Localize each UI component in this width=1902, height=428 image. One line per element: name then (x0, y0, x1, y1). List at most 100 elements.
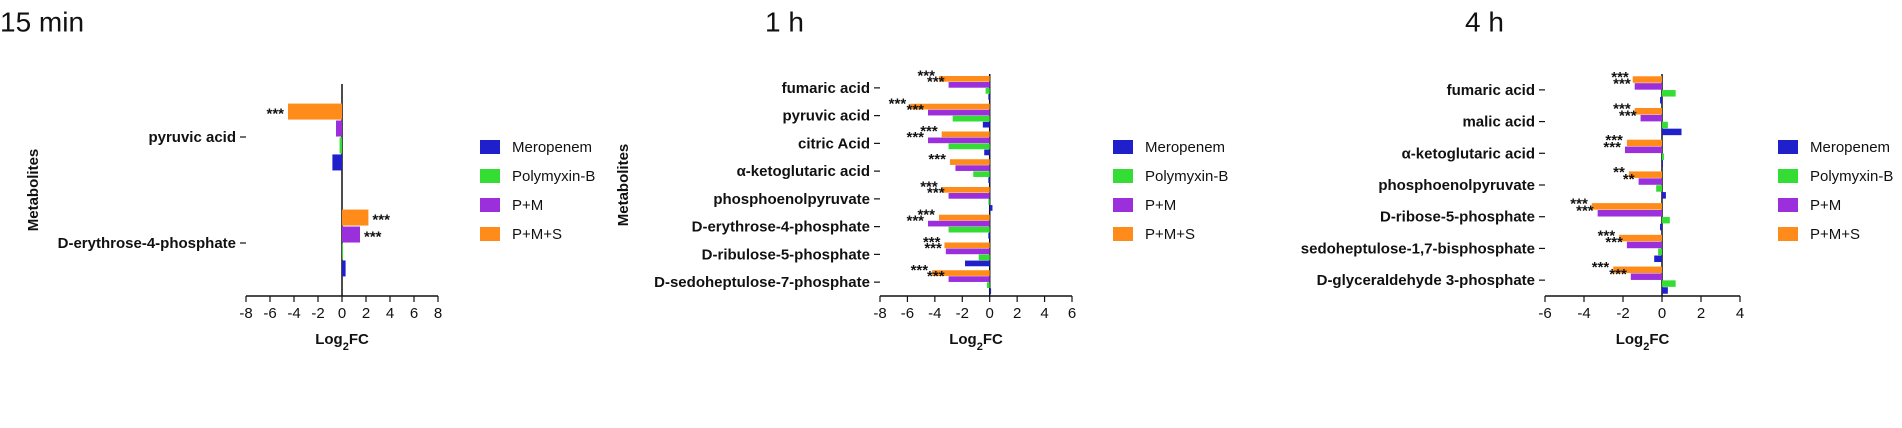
bar-meropenem (988, 177, 990, 184)
x-tick-label: -4 (928, 305, 941, 322)
x-tick-label: -8 (239, 305, 252, 322)
bar-p-m (1597, 210, 1662, 217)
bar-p-m (342, 226, 360, 243)
bar-meropenem (1660, 96, 1662, 104)
significance-label: *** (1592, 259, 1610, 276)
bar-p-m-s (1619, 234, 1662, 242)
bar-meropenem (988, 232, 990, 239)
bar-polymyxin-b (988, 199, 990, 205)
legend-label: Polymyxin-B (512, 168, 595, 185)
significance-label: *** (923, 234, 941, 251)
significance-label: *** (1603, 139, 1621, 156)
category-label: pyruvic acid (782, 108, 870, 125)
significance-label: *** (1576, 203, 1594, 220)
x-tick-label: 8 (434, 305, 442, 322)
bar-p-m-s (1634, 107, 1662, 115)
bar-p-m (928, 220, 990, 227)
significance-label: *** (917, 68, 935, 85)
bar-p-m-s (288, 103, 342, 120)
category-label: α-ketoglutaric acid (737, 163, 870, 180)
legend-swatch (1113, 198, 1133, 212)
bar-p-m-s (938, 75, 990, 82)
legend-swatch (480, 140, 500, 154)
bar-polymyxin-b (978, 254, 990, 261)
category-label: D-erythrose-4-phosphate (692, 219, 870, 236)
legend-swatch (480, 169, 500, 183)
x-axis-title-base: Log (315, 331, 343, 348)
bar-meropenem (1662, 287, 1668, 294)
bar-polymyxin-b (973, 171, 990, 177)
chart-panel-1: 15 min-8 -6 -4 -2 0 2 4 6 8Log2FCMetabolitespyru… (0, 6, 595, 353)
bar-polymyxin-b (952, 115, 990, 122)
legend-swatch (480, 198, 500, 212)
category-label: D-ribulose-5-phosphate (702, 246, 870, 263)
x-tick-label: -6 (1538, 305, 1551, 322)
legend-swatch (1113, 227, 1133, 241)
x-tick-label: 6 (1068, 305, 1076, 322)
bar-p-m (948, 82, 990, 88)
bar-polymyxin-b (1662, 121, 1668, 129)
bar-p-m (1634, 83, 1662, 90)
x-tick-label: -4 (1577, 305, 1590, 322)
legend-label: Polymyxin-B (1145, 168, 1228, 185)
x-axis-title-sub: 2 (343, 341, 349, 353)
x-tick-label: 6 (410, 305, 418, 322)
category-label: D-erythrose-4-phosphate (58, 235, 236, 252)
x-tick-label: -8 (873, 305, 886, 322)
significance-label: *** (372, 212, 390, 229)
x-tick-label: 4 (1040, 305, 1048, 322)
significance-label: *** (906, 129, 924, 146)
category-label: sedoheptulose-1,7-bisphosphate (1301, 240, 1535, 257)
bar-meropenem (984, 149, 990, 156)
bar-meropenem (989, 205, 993, 211)
bar-polymyxin-b (339, 137, 342, 154)
legend-label: P+M+S (1145, 226, 1195, 243)
category-label: phosphoenolpyruvate (1378, 177, 1535, 194)
category-label: pyruvic acid (148, 129, 236, 146)
legend-swatch (480, 227, 500, 241)
significance-label: *** (364, 229, 382, 246)
significance-label: *** (920, 179, 938, 196)
category-label: D-ribose-5-phosphate (1380, 209, 1535, 226)
x-axis-title: Log2FC (1616, 331, 1670, 353)
legend-swatch (1778, 227, 1798, 241)
x-tick-label: 0 (986, 305, 994, 322)
significance-label: *** (927, 74, 945, 91)
bar-meropenem (1654, 255, 1662, 263)
significance-label: *** (1598, 227, 1616, 244)
significance-label: *** (1609, 266, 1627, 283)
legend-label: Meropenem (1145, 139, 1225, 156)
category-label: citric Acid (798, 135, 870, 152)
category-label: fumaric acid (782, 80, 870, 97)
bar-p-m-s (1626, 139, 1662, 147)
x-tick-label: -4 (287, 305, 300, 322)
significance-label: *** (920, 123, 938, 140)
bar-polymyxin-b (1656, 185, 1662, 192)
x-tick-label: 2 (362, 305, 370, 322)
x-tick-label: -6 (263, 305, 276, 322)
bar-p-m (1630, 273, 1662, 280)
bar-p-m-s (1591, 203, 1662, 210)
bar-p-m (928, 109, 990, 116)
significance-label: *** (927, 268, 945, 285)
legend-label: P+M (1810, 197, 1841, 214)
significance-label: *** (1613, 100, 1631, 117)
bar-meropenem (988, 94, 990, 100)
significance-label: *** (1611, 69, 1629, 86)
bar-polymyxin-b (1658, 248, 1662, 256)
bar-p-m-s (949, 159, 990, 165)
bar-p-m-s (938, 214, 990, 221)
legend-swatch (1113, 140, 1133, 154)
x-axis-title-base: Log (1616, 331, 1644, 348)
bar-meropenem (1662, 192, 1666, 199)
significance-label: *** (1605, 234, 1623, 251)
significance-label: *** (1570, 196, 1588, 213)
legend-swatch (1778, 140, 1798, 154)
significance-label: *** (911, 262, 929, 279)
x-axis-title-rest: FC (349, 331, 369, 348)
bar-polymyxin-b (985, 88, 990, 94)
x-axis-title: Log2FC (315, 331, 369, 353)
significance-label: *** (917, 206, 935, 223)
